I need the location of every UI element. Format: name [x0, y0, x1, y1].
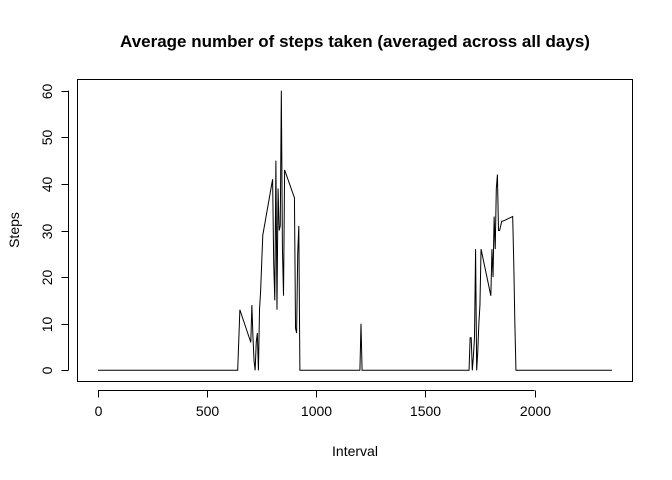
plot-area	[77, 79, 633, 382]
series-line	[98, 90, 612, 371]
x-tick-label: 1000	[301, 403, 332, 419]
x-axis-label: Interval	[332, 443, 378, 459]
x-tick-label: 500	[196, 403, 220, 419]
x-tick-label: 1500	[410, 403, 441, 419]
y-tick-label: 60	[39, 84, 55, 100]
y-tick-label: 20	[39, 270, 55, 286]
series-layer	[98, 90, 612, 371]
x-tick-label: 0	[95, 403, 103, 419]
y-tick-label: 40	[39, 177, 55, 193]
x-tick-label: 2000	[520, 403, 551, 419]
y-tick-label: 10	[39, 317, 55, 333]
y-axis: 0 10 20 30 40 50 60	[39, 84, 69, 374]
x-axis: 0 500 1000 1500 2000	[95, 390, 551, 419]
y-tick-label: 30	[39, 224, 55, 240]
y-tick-label: 50	[39, 130, 55, 146]
chart-title: Average number of steps taken (averaged …	[120, 32, 590, 51]
y-tick-label: 0	[39, 366, 55, 374]
y-axis-label: Steps	[6, 212, 22, 248]
